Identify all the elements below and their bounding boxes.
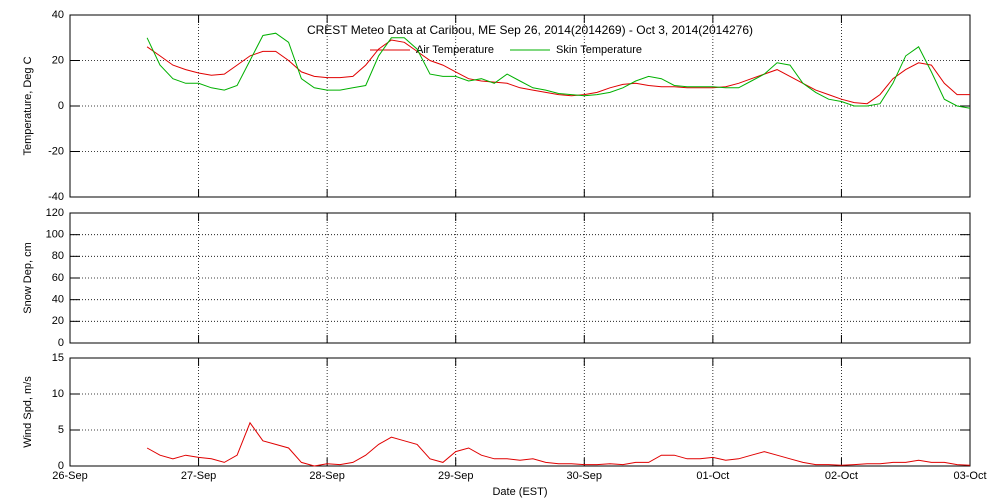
y-tick-label: 0 [58,100,64,112]
plot-frame [69,357,971,467]
chart-title: CREST Meteo Data at Caribou, ME Sep 26, … [307,23,753,37]
y-tick-label: 0 [58,337,64,349]
y-tick-label: 100 [46,229,64,241]
y-tick-label: 15 [52,352,64,364]
y-tick-label: -40 [48,191,64,203]
x-tick-label: 27-Sep [181,470,216,482]
legend-label: Air Temperature [416,44,494,56]
y-tick-label: 0 [58,460,64,472]
y-tick-label: 60 [52,272,64,284]
y-tick-label: 80 [52,250,64,262]
y-tick-label: 10 [52,388,64,400]
x-tick-label: 01-Oct [696,470,729,482]
plot-frame [69,212,971,344]
y-axis-label: Temperature, Deg C [22,56,34,155]
y-tick-label: 20 [52,54,64,66]
y-tick-label: 20 [52,315,64,327]
x-tick-label: 02-Oct [825,470,858,482]
series-line [146,32,971,109]
x-tick-label: 28-Sep [309,470,344,482]
y-tick-label: 5 [58,424,64,436]
plot-frame [69,14,971,198]
y-axis-label: Snow Dep, cm [22,242,34,314]
y-tick-label: 40 [52,294,64,306]
legend-label: Skin Temperature [556,44,642,56]
x-tick-label: 29-Sep [438,470,473,482]
y-tick-label: 40 [52,9,64,21]
x-tick-label: 03-Oct [953,470,986,482]
x-tick-label: 30-Sep [567,470,602,482]
x-tick-label: 26-Sep [52,470,87,482]
y-tick-label: -20 [48,145,64,157]
x-axis-label: Date (EST) [492,486,547,498]
series-line [146,39,970,105]
series-line [146,421,971,467]
y-axis-label: Wind Spd, m/s [22,376,34,448]
y-tick-label: 120 [46,207,64,219]
